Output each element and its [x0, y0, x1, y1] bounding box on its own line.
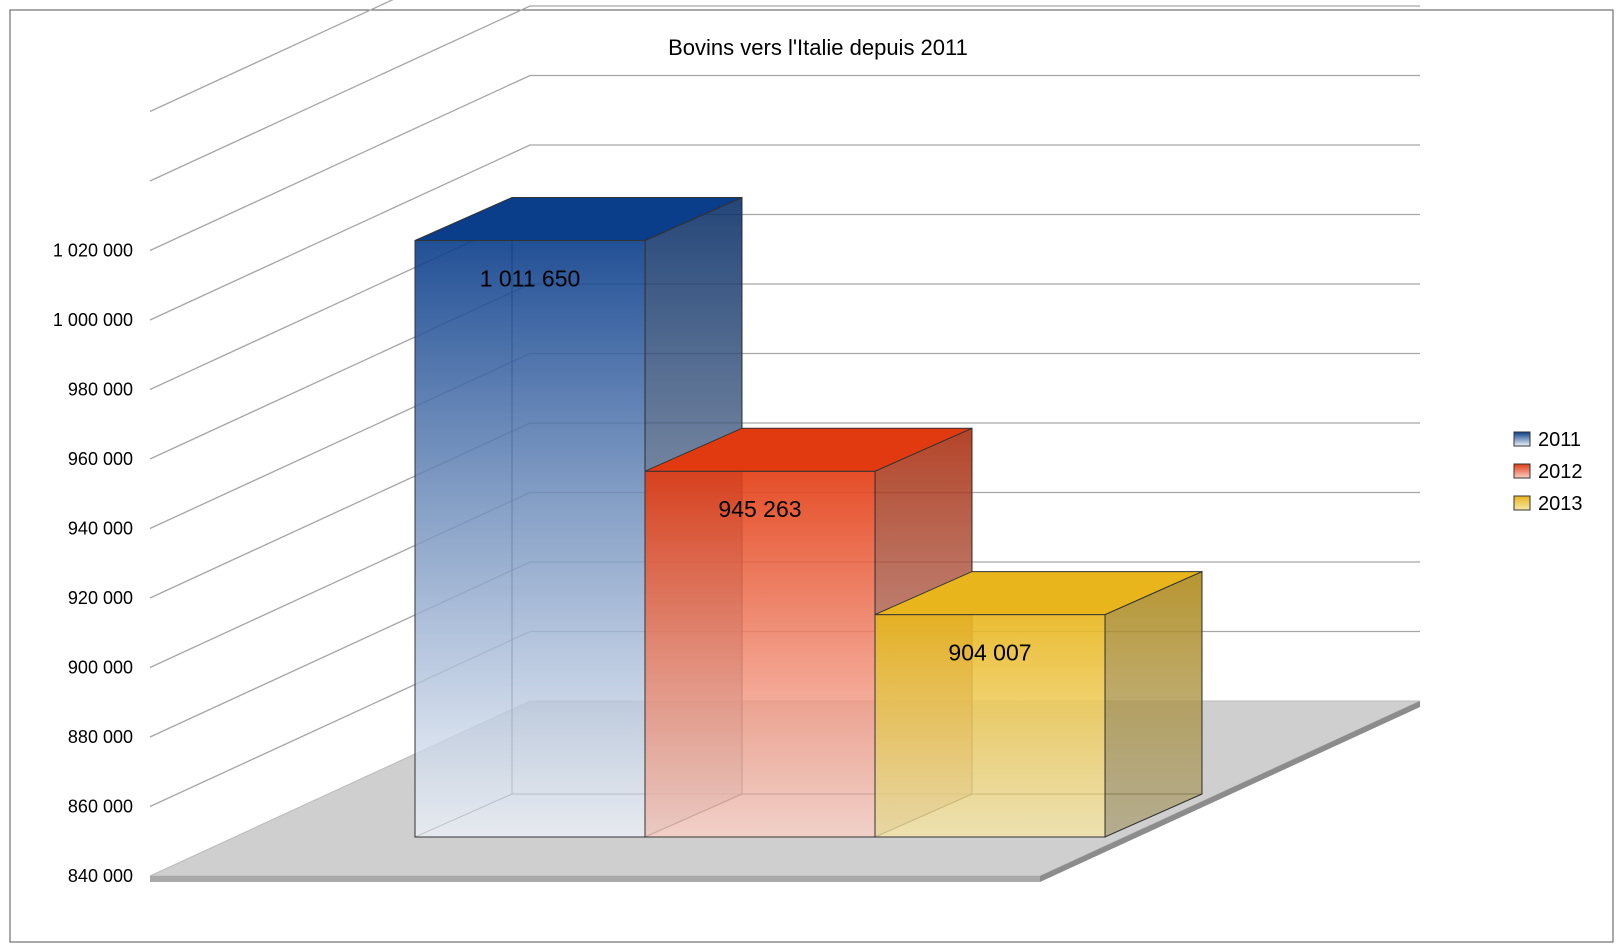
- y-tick-label: 1 020 000: [53, 241, 133, 261]
- bar-top: [874, 571, 1203, 616]
- grid-line: [149, 5, 1420, 182]
- bar-2013: 904 007: [874, 570, 1203, 838]
- y-tick-label: 860 000: [68, 797, 133, 817]
- y-tick-label: 840 000: [68, 866, 133, 886]
- y-tick-label: 1 000 000: [53, 310, 133, 330]
- grid-line: [149, 74, 1420, 252]
- bar-value-label: 1 011 650: [480, 266, 581, 292]
- floor-front-edge: [150, 876, 1040, 882]
- y-tick-label: 920 000: [68, 588, 133, 608]
- bar-value-label: 945 263: [718, 496, 801, 522]
- y-tick-label: 980 000: [68, 380, 133, 400]
- legend-swatch: [1513, 463, 1531, 479]
- y-axis-ticks: 840 000 860 000 880 000 900 000 920 000 940 0…: [53, 241, 133, 887]
- legend-label: 2011: [1538, 429, 1581, 451]
- legend-swatch: [1513, 431, 1531, 447]
- bars: 1 011 650 945 263 904 007: [414, 196, 1203, 838]
- bar-top: [414, 197, 743, 242]
- floor-side-edge: [1040, 701, 1420, 882]
- bar-front: [644, 470, 876, 838]
- y-tick-label: 900 000: [68, 658, 133, 678]
- legend-swatch: [1513, 495, 1531, 511]
- grid-line: [149, 0, 394, 113]
- y-tick-label: 880 000: [68, 727, 133, 747]
- y-tick-label: 940 000: [68, 519, 133, 539]
- bar-front: [414, 240, 646, 838]
- legend-label: 2013: [1538, 493, 1583, 515]
- chart-title: Bovins vers l'Italie depuis 2011: [668, 35, 968, 60]
- bar-top: [644, 427, 973, 472]
- y-tick-label: 960 000: [68, 449, 133, 469]
- legend: 2011 2012 2013: [1513, 429, 1583, 515]
- legend-label: 2012: [1538, 461, 1583, 483]
- bar-value-label: 904 007: [948, 640, 1031, 666]
- bar-side-shade: [1105, 571, 1202, 837]
- bar-front: [874, 614, 1106, 838]
- grid-line: [149, 144, 1420, 321]
